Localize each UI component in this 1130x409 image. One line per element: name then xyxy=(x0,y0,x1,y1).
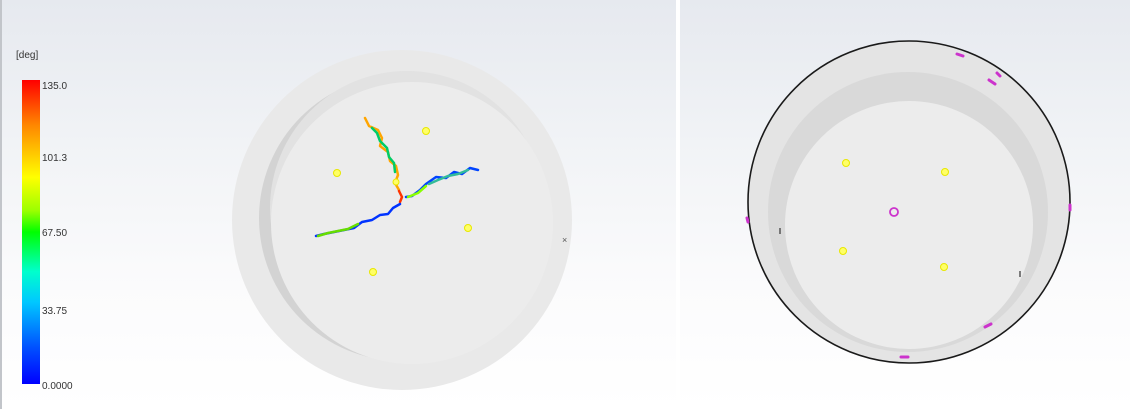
particle-marker xyxy=(464,224,472,232)
particle-marker xyxy=(842,159,850,167)
particle-marker xyxy=(392,178,400,186)
left-viewport[interactable]: [deg] 135.0 101.3 67.50 33.75 0.0000 × xyxy=(0,0,676,409)
pathline xyxy=(406,184,428,199)
particle-marker xyxy=(839,247,847,255)
viewport-divider xyxy=(676,0,680,409)
rim-marker xyxy=(745,216,750,224)
center-marker xyxy=(889,207,899,217)
colorbar xyxy=(22,80,40,384)
rim-marker xyxy=(983,322,993,329)
rim-tick-marks xyxy=(779,228,1021,277)
rim-marker xyxy=(955,52,965,58)
pathline xyxy=(427,168,470,186)
pathlines xyxy=(314,116,480,238)
rim-marker xyxy=(995,71,1002,78)
colorbar-tick-label: 33.75 xyxy=(42,306,68,317)
colorbar-unit-label: [deg] xyxy=(16,50,39,61)
rim-contact-markers xyxy=(745,52,1072,359)
vessel-floor xyxy=(785,101,1033,349)
right-viewport[interactable] xyxy=(680,0,1130,409)
rim-marker xyxy=(987,78,997,86)
particle-markers xyxy=(839,159,949,271)
colorbar-tick-label: 135.0 xyxy=(42,81,68,92)
pathline xyxy=(316,222,360,238)
particle-marker xyxy=(940,263,948,271)
pathline xyxy=(370,126,397,174)
vessel-floor xyxy=(271,82,553,364)
colorbar-tick-label: 67.50 xyxy=(42,228,68,239)
colorbar-tick-label: 0.0000 xyxy=(42,381,73,392)
particle-marker xyxy=(941,168,949,176)
right-scene xyxy=(745,40,1072,364)
axis-triad-icon: × xyxy=(562,235,567,245)
particle-marker xyxy=(333,169,341,177)
particle-markers xyxy=(333,127,472,276)
particle-marker xyxy=(369,268,377,276)
particle-marker xyxy=(422,127,430,135)
vessel-rim-outline xyxy=(747,40,1071,364)
colorbar-tick-label: 101.3 xyxy=(42,153,68,164)
left-scene: × xyxy=(232,50,572,390)
pathline xyxy=(397,189,404,204)
